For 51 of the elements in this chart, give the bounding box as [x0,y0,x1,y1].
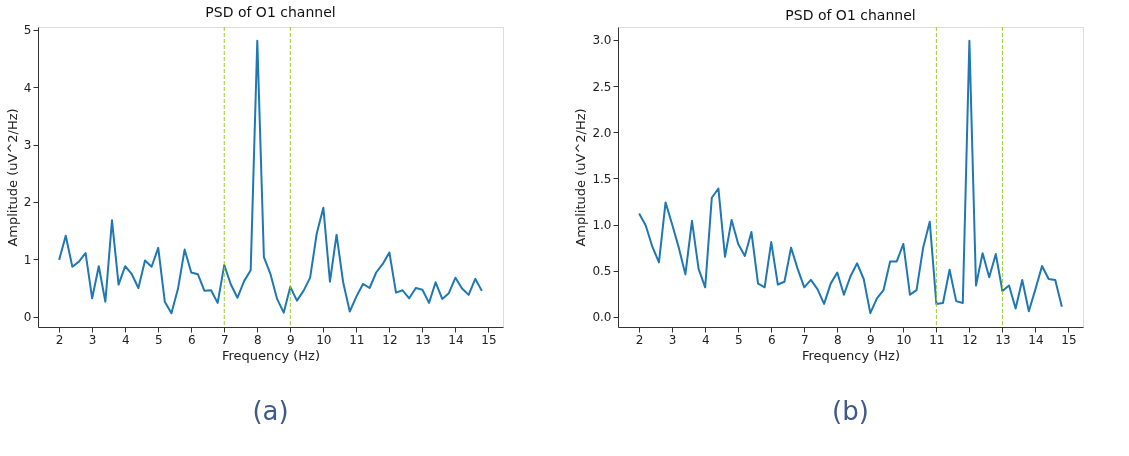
x-tick-label: 3 [668,332,677,347]
x-tick-label: 11 [349,332,365,347]
x-tick-label: 15 [481,332,497,347]
x-tick-label: 12 [382,332,398,347]
x-tick-label: 9 [866,332,875,347]
y-tick-label: 0.0 [592,310,612,325]
x-tick-label: 14 [1028,332,1044,347]
chart-title: PSD of O1 channel [205,3,336,20]
y-tick-label: 2.5 [592,79,612,94]
x-tick-label: 2 [55,332,64,347]
x-tick-label: 6 [187,332,196,347]
x-tick-label: 7 [220,332,229,347]
line-series [638,39,1063,315]
x-tick-label: 11 [929,332,945,347]
y-tick-label: 2.0 [592,125,612,140]
x-tick-label: 8 [253,332,262,347]
y-tick-label: 3.0 [592,33,612,48]
x-tick-label: 15 [1061,332,1077,347]
x-axis-title: Frequency (Hz) [801,347,901,363]
y-tick-label: 4 [23,80,32,95]
x-tick-label: 9 [287,332,295,347]
line-series [58,39,483,315]
x-tick-label: 4 [121,332,130,347]
x-tick-label: 7 [800,332,809,347]
y-tick-label: 0 [23,310,32,325]
y-tick-label: 5 [23,23,32,38]
x-tick-label: 12 [962,332,978,347]
x-tick-label: 5 [154,332,163,347]
x-tick-label: 10 [316,332,332,347]
y-tick-label: 1.0 [592,218,612,233]
chart-title: PSD of O1 channel [785,6,916,23]
x-tick-label: 4 [701,332,710,347]
x-tick-label: 2 [635,332,644,347]
x-tick-label: 5 [734,332,743,347]
x-tick-label: 13 [415,332,431,347]
y-tick-label: 1.5 [592,171,612,186]
text: (a) [252,396,289,426]
y-axis-title: Amplitude (uV^2/Hz) [4,108,20,247]
x-tick-label: 10 [896,332,912,347]
x-axis-title: Frequency (Hz) [221,347,321,363]
x-tick-label: 13 [995,332,1011,347]
y-tick-label: 3 [23,138,32,153]
y-tick-label: 0.5 [592,264,612,279]
y-axis-title: Amplitude (uV^2/Hz) [573,108,589,247]
y-tick-label: 1 [23,252,32,267]
x-tick-label: 3 [88,332,97,347]
x-tick-label: 14 [448,332,464,347]
text: (b) [832,396,869,426]
y-tick-label: 2 [23,195,32,210]
x-tick-label: 6 [767,332,776,347]
x-tick-label: 8 [833,332,842,347]
